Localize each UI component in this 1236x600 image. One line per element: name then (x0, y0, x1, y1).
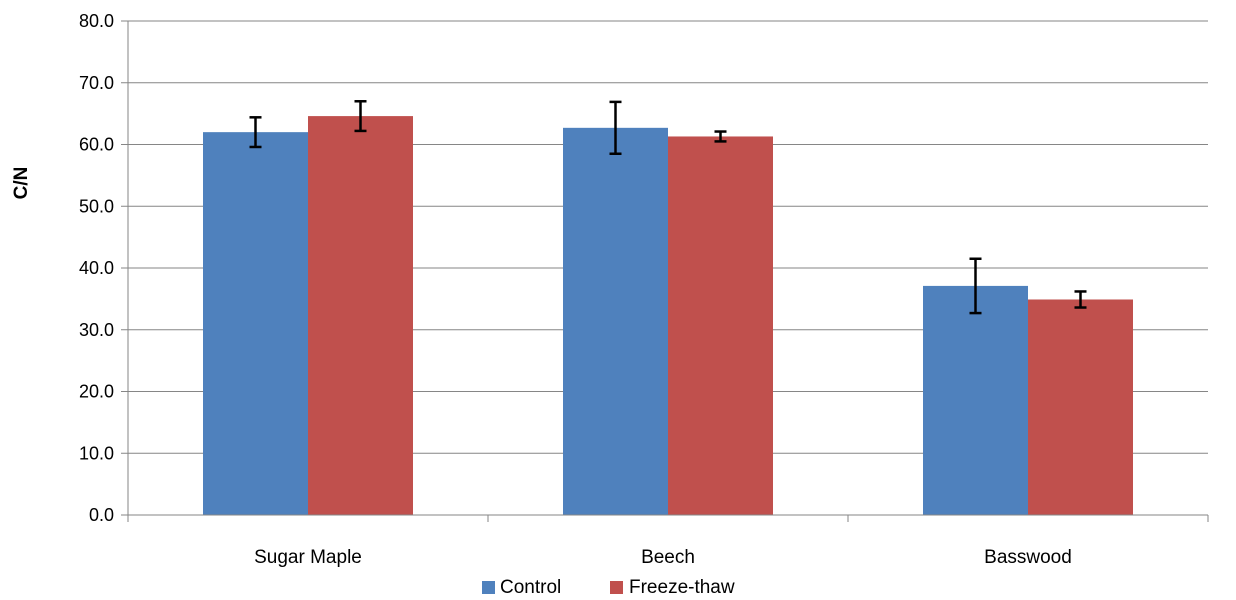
legend-label-freeze-thaw: Freeze-thaw (629, 577, 735, 598)
y-tick-label: 40.0 (79, 258, 114, 278)
legend-swatch-control (482, 581, 495, 594)
bar-freeze-thaw (1028, 299, 1133, 515)
y-axis-title: C/N (11, 167, 32, 200)
y-tick-label: 70.0 (79, 73, 114, 93)
y-tick-label: 0.0 (89, 505, 114, 525)
error-bars (249, 100, 1087, 315)
x-tick-label: Basswood (984, 547, 1072, 568)
x-tick-label: Sugar Maple (254, 547, 362, 568)
legend: Control Freeze-thaw (482, 577, 735, 598)
axes (121, 20, 1209, 522)
bar-control (203, 132, 308, 515)
x-tick-label: Beech (641, 547, 695, 568)
bar-control (923, 285, 1028, 515)
bars (203, 116, 1133, 515)
legend-swatch-freeze-thaw (610, 581, 623, 594)
y-tick-label: 10.0 (79, 443, 114, 463)
axis-labels: 0.0 10.0 20.0 30.0 40.0 50.0 60.0 70.0 80.0 Sugar… (79, 11, 1072, 568)
y-tick-label: 50.0 (79, 196, 114, 216)
y-tick-label: 80.0 (79, 11, 114, 31)
y-tick-label: 60.0 (79, 135, 114, 155)
y-tick-label: 30.0 (79, 320, 114, 340)
y-tick-label: 20.0 (79, 382, 114, 402)
bar-freeze-thaw (668, 136, 773, 515)
legend-label-control: Control (500, 577, 561, 598)
bar-control (563, 127, 668, 515)
bar-freeze-thaw (308, 116, 413, 515)
